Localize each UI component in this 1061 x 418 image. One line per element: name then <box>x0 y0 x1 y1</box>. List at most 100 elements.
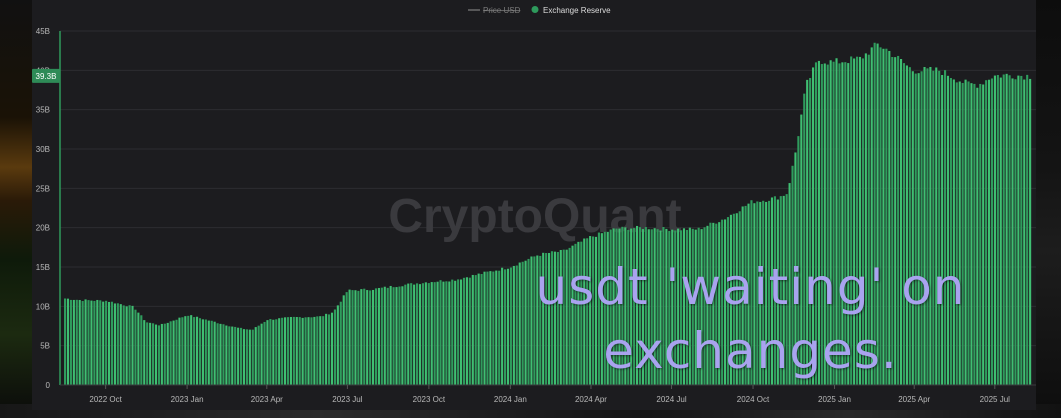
reserve-bar <box>131 305 134 385</box>
reserve-bar <box>659 230 662 385</box>
reserve-bar <box>1002 74 1005 386</box>
reserve-bar <box>339 301 342 385</box>
reserve-bar <box>504 269 507 385</box>
reserve-bar <box>592 236 595 385</box>
legend[interactable]: Price USD Exchange Reserve <box>468 6 611 15</box>
reserve-bar <box>122 305 125 385</box>
x-tick-label: 2023 Jan <box>171 395 204 404</box>
reserve-bar <box>944 70 947 386</box>
reserve-bar <box>548 252 551 385</box>
legend-item-price-usd[interactable]: Price USD <box>483 6 521 15</box>
reserve-bar <box>941 75 944 385</box>
reserve-bar <box>465 277 468 385</box>
reserve-bar <box>589 236 592 385</box>
reserve-bar <box>172 320 175 385</box>
reserve-bar <box>498 270 501 385</box>
reserve-bar <box>424 282 427 385</box>
reserve-bar <box>823 63 826 385</box>
reserve-bar <box>66 298 70 385</box>
reserve-bar <box>682 228 686 385</box>
reserve-bar <box>650 229 653 385</box>
reserve-bar <box>143 320 146 385</box>
reserve-bar <box>278 318 281 385</box>
reserve-bar <box>726 217 730 385</box>
reserve-bar <box>641 229 644 385</box>
reserve-bar <box>281 317 284 385</box>
reserve-bar <box>175 319 178 385</box>
reserve-bar <box>624 227 627 385</box>
reserve-bar <box>201 319 204 385</box>
reserve-bar <box>286 317 290 385</box>
reserve-bar <box>729 214 732 385</box>
reserve-bar <box>389 285 392 385</box>
reserve-bar <box>357 290 360 385</box>
reserve-bar <box>110 301 114 385</box>
reserve-bar <box>618 228 621 385</box>
reserve-bar <box>401 286 404 385</box>
reserve-bar <box>668 230 671 385</box>
reserve-bar <box>78 299 81 385</box>
reserve-bar <box>207 320 210 385</box>
reserve-bar <box>768 200 771 385</box>
reserve-bar <box>856 56 859 386</box>
reserve-bar <box>990 78 994 385</box>
legend-item-exchange-reserve[interactable]: Exchange Reserve <box>543 6 611 15</box>
reserve-bar <box>119 304 122 385</box>
x-tick-label: 2025 Jan <box>818 395 851 404</box>
reserve-bar <box>850 56 853 385</box>
reserve-bar <box>1026 74 1029 385</box>
reserve-bar <box>471 274 474 385</box>
reserve-bar <box>709 222 712 385</box>
x-tick-label: 2023 Apr <box>251 395 283 404</box>
reserve-bar <box>301 317 304 385</box>
current-value-badge: 39.3B <box>32 68 60 83</box>
reserve-bar <box>741 206 744 385</box>
reserve-bar <box>765 201 768 385</box>
reserve-bar <box>468 277 471 385</box>
reserve-bar <box>439 280 442 385</box>
reserve-bar <box>612 228 615 385</box>
y-tick-label: 45B <box>36 27 50 36</box>
reserve-bar <box>457 279 460 385</box>
reserve-bar <box>662 227 665 385</box>
reserve-bar <box>234 326 237 385</box>
reserve-bar <box>926 68 929 385</box>
reserve-bar <box>533 256 536 385</box>
reserve-bar <box>788 183 791 385</box>
reserve-bar <box>559 249 562 385</box>
reserve-bar <box>571 245 574 385</box>
reserve-bar <box>445 281 448 385</box>
reserve-bar <box>298 317 301 385</box>
reserve-bar <box>776 199 779 385</box>
reserve-bar <box>116 303 119 385</box>
watermark: CryptoQuant <box>388 190 681 243</box>
reserve-bar <box>671 229 674 385</box>
reserve-bar <box>809 78 812 385</box>
reserve-bar <box>69 299 72 385</box>
reserve-bar <box>102 301 105 385</box>
reserve-bar <box>735 213 738 385</box>
reserve-bar <box>216 323 219 385</box>
x-tick-label: 2025 Apr <box>898 395 930 404</box>
reserve-bar <box>621 226 624 385</box>
x-tick-label: 2024 Apr <box>575 395 607 404</box>
reserve-bar <box>316 316 319 385</box>
reserve-bar <box>797 136 800 385</box>
background-left-strip <box>0 0 34 418</box>
reserve-bar <box>64 298 67 385</box>
reserve-bar <box>90 300 93 385</box>
reserve-bar <box>677 228 680 385</box>
reserve-bar <box>254 327 257 385</box>
reserve-bar <box>542 252 545 385</box>
reserve-bar <box>96 299 99 385</box>
reserve-bar <box>630 228 633 385</box>
reserve-bar <box>1014 79 1017 386</box>
reserve-bar <box>888 50 891 385</box>
reserve-bar <box>430 282 433 385</box>
reserve-bar <box>847 63 850 385</box>
reserve-bar <box>785 194 788 385</box>
reserve-bar <box>137 312 140 385</box>
reserve-bar <box>867 54 870 385</box>
reserve-bar <box>257 325 260 385</box>
reserve-bar <box>636 225 639 385</box>
